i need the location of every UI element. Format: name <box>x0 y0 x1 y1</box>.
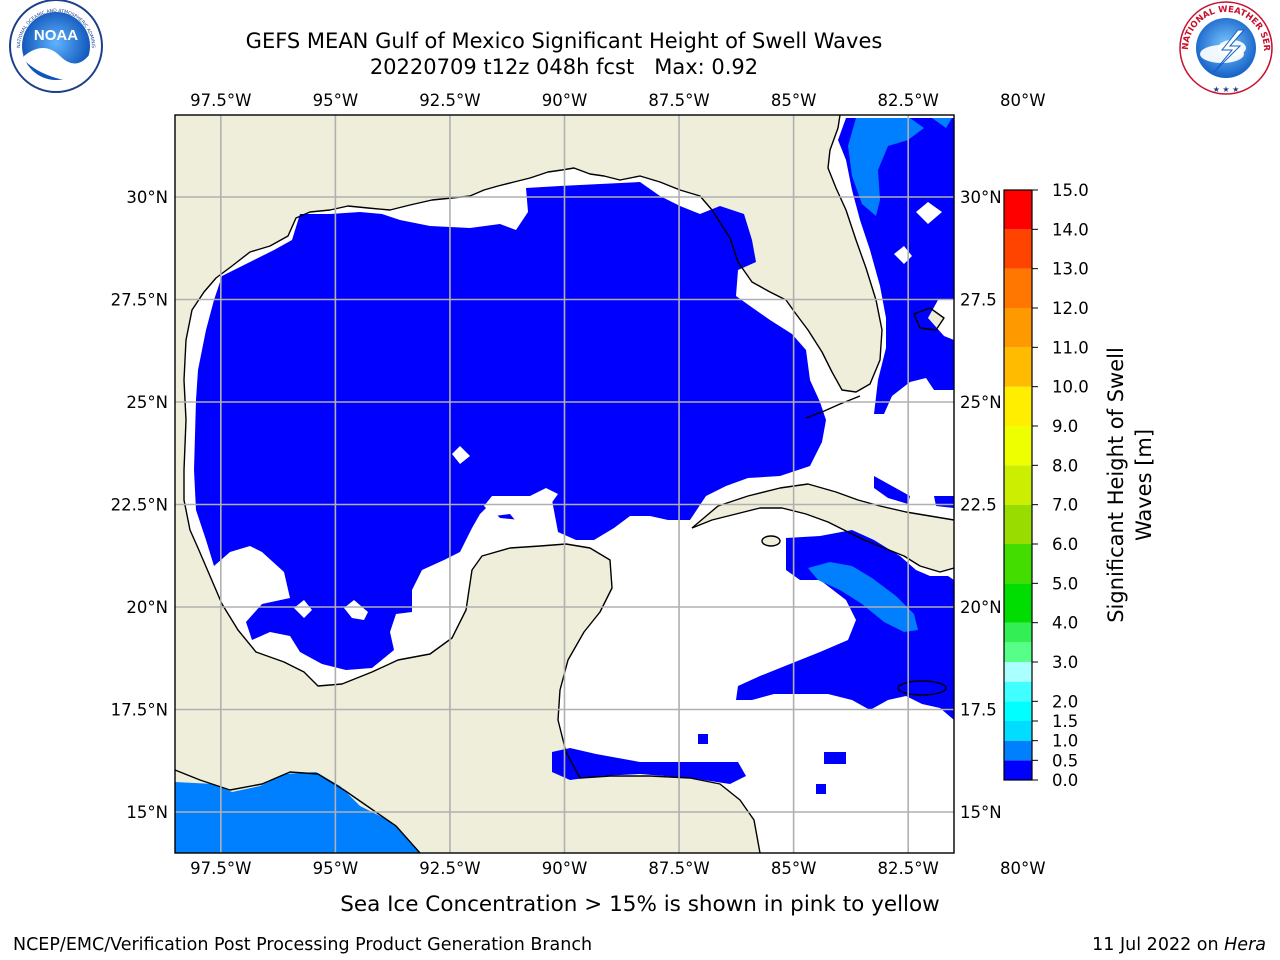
lat-label-left: 25°N <box>126 393 168 412</box>
colorbar-tick-label: 15.0 <box>1052 181 1089 200</box>
colorbar-tick-label: 9.0 <box>1052 417 1078 436</box>
colorbar-tick-label: 4.0 <box>1052 614 1078 633</box>
lat-label-right: 22.5 <box>960 496 997 515</box>
colorbar-tick-label: 8.0 <box>1052 456 1078 475</box>
lon-label-top: 90°W <box>542 91 588 110</box>
colorbar-tick-label: 11.0 <box>1052 338 1089 357</box>
colorbar-band <box>1004 308 1032 348</box>
lon-label-top: 82.5°W <box>878 91 939 110</box>
lon-label-bottom: 87.5°W <box>648 859 709 878</box>
colorbar-frame <box>1003 189 1033 781</box>
lon-label-bottom: 82.5°W <box>878 859 939 878</box>
colorbar-label-line1: Significant Height of Swell <box>1104 347 1128 623</box>
colorbar-band <box>1004 740 1032 761</box>
map-panel <box>174 114 955 854</box>
noaa-logo: NOAA NATIONAL OCEANIC AND ATMOSPHERIC AD… <box>0 0 103 93</box>
colorbar-tick-label: 14.0 <box>1052 220 1089 239</box>
lon-label-bottom: 85°W <box>771 859 817 878</box>
colorbar-label-line2: Waves [m] <box>1132 429 1156 541</box>
lat-label-right: 27.5 <box>960 291 997 310</box>
axis-labels: 97.5°W 97.5°W 95°W 95°W 92.5°W 92.5°W 90°W 90°W… <box>111 91 1046 878</box>
sea-ice-note: Sea Ice Concentration > 15% is shown in … <box>340 892 940 917</box>
lon-label-top: 95°W <box>313 91 359 110</box>
lon-label-top: 97.5°W <box>190 91 251 110</box>
map-title: GEFS MEAN Gulf of Mexico Significant Hei… <box>246 29 883 53</box>
colorbar-band <box>1004 642 1032 662</box>
nodata-patches <box>252 202 942 620</box>
colorbar-band <box>1004 544 1032 584</box>
colorbar-band <box>1004 681 1032 702</box>
colorbar-band <box>1004 701 1032 721</box>
colorbar-tick-label: 5.0 <box>1052 574 1078 593</box>
footer-date: 11 Jul 2022 on Hera <box>1092 935 1266 955</box>
map-frame <box>174 114 955 854</box>
lat-label-right: 15°N <box>960 803 1002 822</box>
lat-label-right: 25°N <box>960 393 1002 412</box>
colorbar-band <box>1004 583 1032 623</box>
lat-label-left: 20°N <box>126 598 168 617</box>
noaa-logo-text: NOAA <box>34 27 78 44</box>
footer-host: Hera <box>1224 935 1266 955</box>
lon-label-top: 92.5°W <box>419 91 480 110</box>
footer-date-text: 11 Jul 2022 on <box>1092 935 1224 955</box>
colorbar-band <box>1004 465 1032 505</box>
lon-label-bottom: 80°W <box>1000 859 1046 878</box>
colorbar-band <box>1004 229 1032 269</box>
colorbar-tick-label: 1.5 <box>1052 712 1078 731</box>
lon-label-bottom: 92.5°W <box>419 859 480 878</box>
map-subtitle: 20220709 t12z 048h fcst Max: 0.92 <box>370 55 758 79</box>
colorbar-tick-label: 1.0 <box>1052 732 1078 751</box>
lon-label-bottom: 97.5°W <box>190 859 251 878</box>
graticule <box>175 115 954 853</box>
lon-label-bottom: 95°W <box>313 859 359 878</box>
colorbar-tick-label: 7.0 <box>1052 496 1078 515</box>
footer-branch: NCEP/EMC/Verification Post Processing Pr… <box>13 935 592 955</box>
colorbar-band <box>1004 622 1032 643</box>
colorbar-band <box>1004 760 1032 780</box>
svg-text:★ ★ ★: ★ ★ ★ <box>1213 85 1240 94</box>
colorbar: 0.00.51.01.52.0 3.0 4.0 5.0 6.0 7.0 8.0 9.0 10.0… <box>1003 181 1156 790</box>
colorbar-tick-label: 6.0 <box>1052 535 1078 554</box>
lat-label-right: 20°N <box>960 598 1002 617</box>
colorbar-tick-label: 12.0 <box>1052 299 1089 318</box>
lon-label-top: 80°W <box>1000 91 1046 110</box>
lon-label-top: 85°W <box>771 91 817 110</box>
colorbar-band <box>1004 662 1032 682</box>
lat-label-left: 27.5°N <box>111 291 168 310</box>
colorbar-band <box>1004 721 1032 741</box>
colorbar-band <box>1004 504 1032 544</box>
colorbar-tick-label: 0.0 <box>1052 771 1078 790</box>
colorbar-tick-label: 10.0 <box>1052 378 1089 397</box>
lat-label-left: 30°N <box>126 188 168 207</box>
colorbar-band <box>1004 190 1032 230</box>
colorbar-tick-label: 3.0 <box>1052 653 1078 672</box>
lat-label-left: 17.5°N <box>111 701 168 720</box>
colorbar-tick-label: 2.0 <box>1052 692 1078 711</box>
colorbar-band <box>1004 268 1032 308</box>
colorbar-band <box>1004 386 1032 426</box>
lat-label-left: 22.5°N <box>111 496 168 515</box>
lon-label-top: 87.5°W <box>648 91 709 110</box>
coastline-layer <box>175 115 954 853</box>
colorbar-band <box>1004 347 1032 387</box>
colorbar-tick-label: 13.0 <box>1052 260 1089 279</box>
lon-label-bottom: 90°W <box>542 859 588 878</box>
colorbar-tick-label: 0.5 <box>1052 751 1078 770</box>
lat-label-right: 17.5 <box>960 701 997 720</box>
colorbar-band <box>1004 426 1032 466</box>
lat-label-left: 15°N <box>126 803 168 822</box>
lat-label-right: 30°N <box>960 188 1002 207</box>
